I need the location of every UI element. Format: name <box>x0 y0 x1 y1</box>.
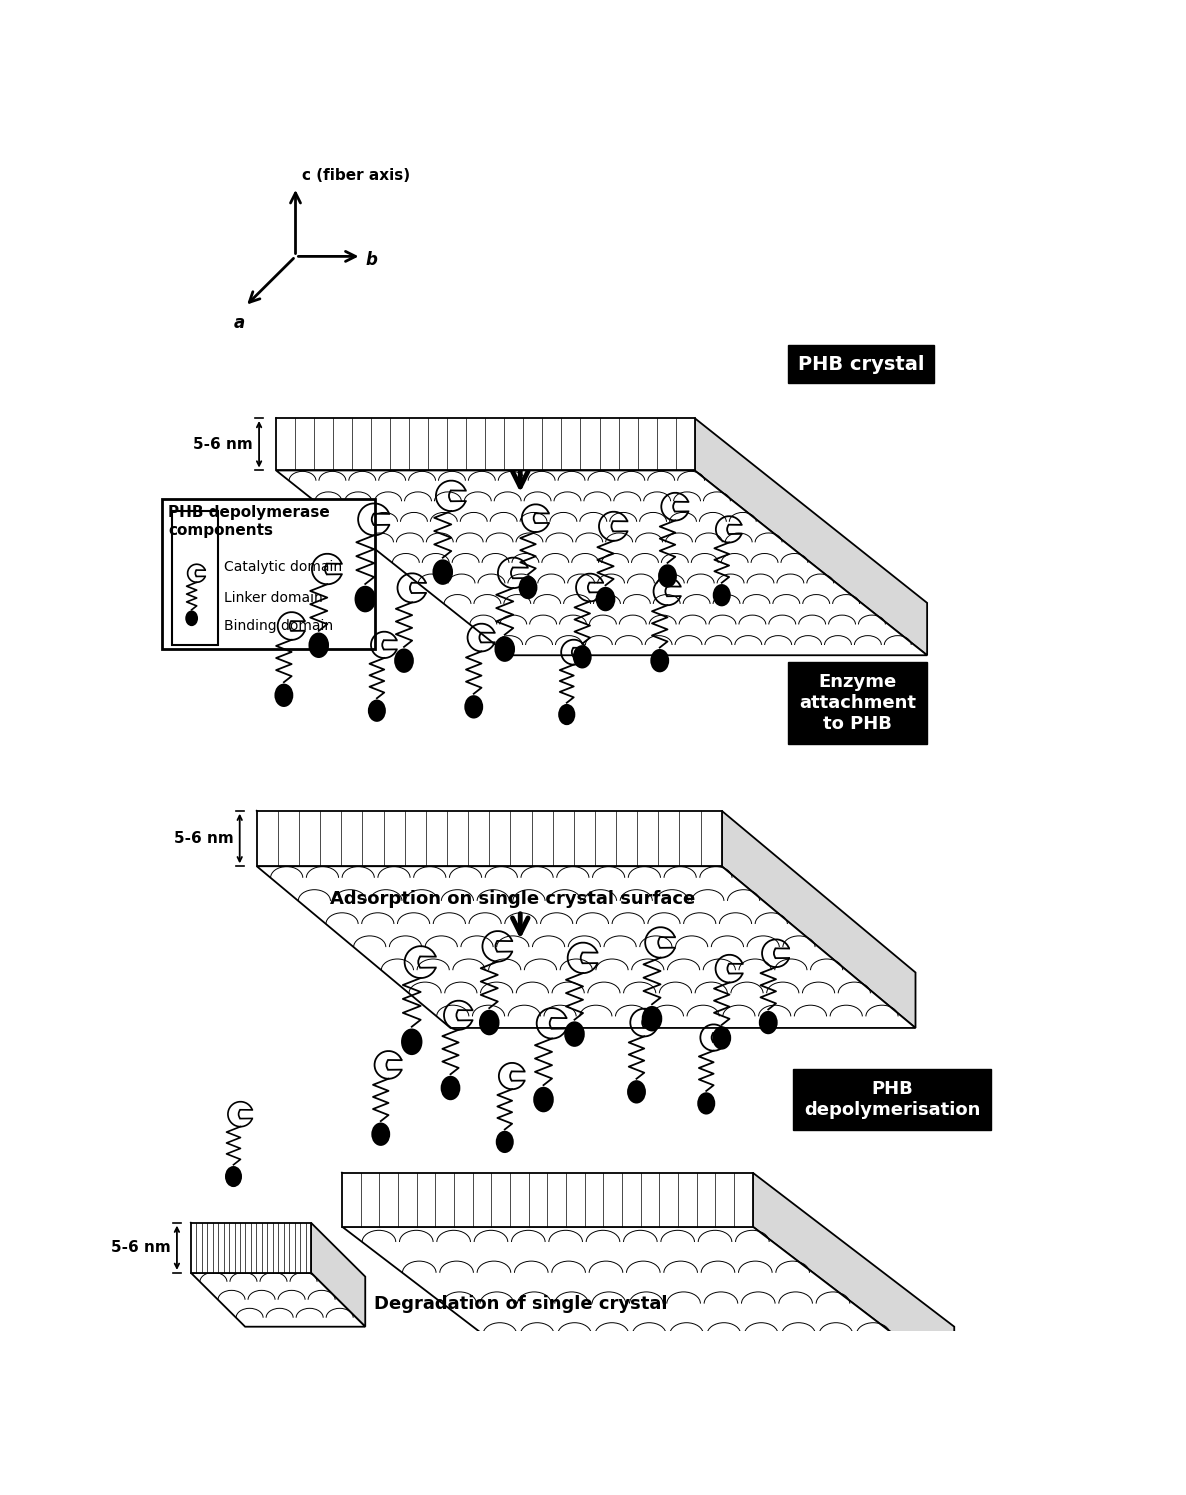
Ellipse shape <box>225 1168 241 1186</box>
Text: 5-6 nm: 5-6 nm <box>193 437 253 451</box>
Polygon shape <box>342 1172 753 1226</box>
Polygon shape <box>276 419 695 471</box>
Ellipse shape <box>186 611 197 625</box>
Ellipse shape <box>465 697 483 718</box>
Ellipse shape <box>534 1088 553 1111</box>
Text: PHB crystal: PHB crystal <box>798 354 925 374</box>
Ellipse shape <box>402 1030 421 1054</box>
Text: Enzyme
attachment
to PHB: Enzyme attachment to PHB <box>799 673 916 733</box>
Ellipse shape <box>643 1006 662 1030</box>
Ellipse shape <box>760 1012 777 1033</box>
Text: 5-6 nm: 5-6 nm <box>111 1241 171 1256</box>
Ellipse shape <box>310 634 329 658</box>
Polygon shape <box>695 419 927 655</box>
Ellipse shape <box>559 704 574 724</box>
Ellipse shape <box>275 685 293 706</box>
Ellipse shape <box>714 585 729 605</box>
Polygon shape <box>722 810 916 1029</box>
Ellipse shape <box>699 1093 714 1114</box>
Text: PHB depolymerase
components: PHB depolymerase components <box>168 505 330 538</box>
Text: Catalytic domain: Catalytic domain <box>224 559 343 574</box>
Ellipse shape <box>597 588 614 610</box>
Text: Binding domain: Binding domain <box>224 619 333 632</box>
Ellipse shape <box>356 586 375 611</box>
Ellipse shape <box>369 701 385 721</box>
Polygon shape <box>191 1223 311 1272</box>
Polygon shape <box>191 1272 365 1326</box>
Polygon shape <box>256 866 916 1029</box>
Text: Linker domain: Linker domain <box>224 591 323 604</box>
Text: Adsorption on single crystal surface: Adsorption on single crystal surface <box>330 891 695 909</box>
Text: b: b <box>365 251 377 269</box>
Text: Degradation of single crystal: Degradation of single crystal <box>374 1295 667 1313</box>
Ellipse shape <box>497 1132 512 1153</box>
Polygon shape <box>276 471 927 655</box>
Polygon shape <box>342 1226 955 1380</box>
Bar <box>172 510 218 646</box>
Ellipse shape <box>433 561 452 585</box>
Ellipse shape <box>659 565 676 586</box>
Ellipse shape <box>519 577 536 598</box>
Ellipse shape <box>574 646 591 668</box>
Polygon shape <box>311 1223 365 1326</box>
Ellipse shape <box>496 637 514 661</box>
Text: c (fiber axis): c (fiber axis) <box>301 169 410 184</box>
Ellipse shape <box>713 1027 731 1048</box>
Ellipse shape <box>627 1081 645 1103</box>
Polygon shape <box>753 1172 955 1380</box>
Text: a: a <box>234 314 246 332</box>
Bar <box>162 499 375 649</box>
Ellipse shape <box>565 1023 584 1046</box>
Text: 5-6 nm: 5-6 nm <box>174 831 234 846</box>
Ellipse shape <box>395 649 413 671</box>
Text: PHB
depolymerisation: PHB depolymerisation <box>804 1081 981 1118</box>
Polygon shape <box>256 810 722 866</box>
Ellipse shape <box>480 1011 498 1035</box>
Ellipse shape <box>441 1076 459 1099</box>
Ellipse shape <box>372 1123 389 1145</box>
Ellipse shape <box>651 650 668 671</box>
